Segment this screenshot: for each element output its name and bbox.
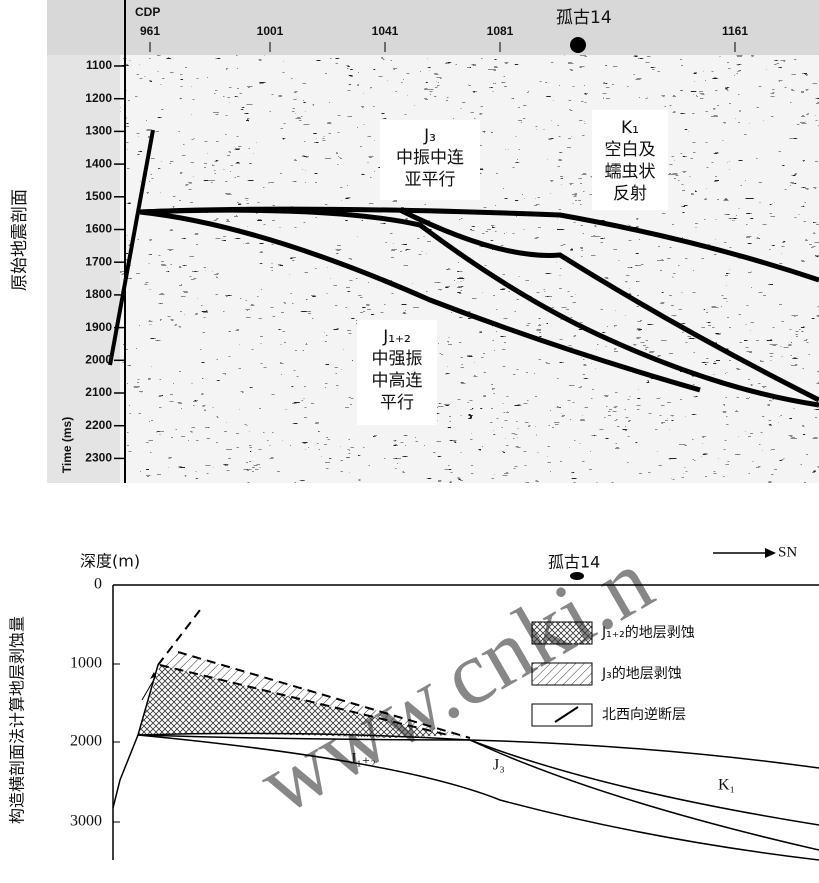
depth-tick-label: 2000 (70, 733, 102, 750)
layer-label: J₃ (493, 757, 505, 774)
legend-swatch (531, 621, 593, 645)
horizons (108, 129, 819, 408)
erosion-j12 (138, 665, 448, 738)
legend-label: 北西向逆断层 (602, 707, 686, 723)
well-marker (570, 572, 584, 580)
legend-label: J₃的地层剥蚀 (601, 666, 682, 682)
header-strip (47, 0, 819, 55)
axis-strip (47, 55, 120, 483)
legend-swatch (531, 662, 593, 686)
depth-tick-label: 0 (94, 576, 102, 593)
cdp-tick-label: 1161 (722, 24, 748, 38)
time-tick-label: 1700 (85, 254, 112, 268)
erosion-j3 (160, 652, 470, 738)
time-label: Time (ms) (60, 417, 74, 473)
annotation-box (592, 110, 668, 210)
annotation-line: J₁₊₂ (382, 327, 411, 347)
layer-label: J₁₊₂ (350, 751, 376, 768)
time-tick-label: 1500 (85, 189, 112, 203)
well-marker (570, 37, 586, 53)
y-title: 构造横剖面法计算地层剥蚀量 (8, 616, 27, 824)
well-label: 孤古14 (548, 553, 600, 572)
time-tick-label: 2300 (85, 451, 112, 465)
depth-tick-label: 3000 (70, 813, 102, 830)
section-lines (112, 609, 819, 861)
annotation-line: 反射 (613, 184, 647, 204)
time-tick-label: 2100 (85, 385, 112, 399)
legend-label: J₁₊₂的地层剥蚀 (601, 625, 695, 641)
cdp-tick-label: 961 (140, 24, 160, 38)
annotation-line: 中强振 (372, 349, 423, 369)
direction-label: SN (778, 544, 797, 560)
time-tick-label: 1800 (85, 287, 112, 301)
annotation-line: 平行 (380, 393, 414, 413)
arrow-head (765, 548, 776, 558)
y-title: 原始地震剖面 (10, 189, 30, 291)
depth-tick-label: 1000 (70, 655, 102, 672)
seismic-texture (120, 55, 819, 483)
time-tick-label: 1200 (85, 91, 112, 105)
annotation-line: K₁ (621, 118, 639, 138)
cdp-tick-label: 1001 (257, 24, 284, 38)
cdp-tick-label: 1081 (487, 24, 514, 38)
time-tick-label: 2200 (85, 418, 112, 432)
fault-arrow (150, 672, 156, 679)
time-tick-label: 1300 (85, 124, 112, 138)
time-tick-label: 1600 (85, 222, 112, 236)
annotation-line: 蠕虫状 (605, 162, 656, 182)
annotation-line: 中高连 (372, 371, 423, 391)
annotation-line: 空白及 (605, 140, 656, 160)
legend-swatch (531, 703, 593, 727)
legend-fault (554, 706, 579, 723)
annotation-box (380, 120, 480, 200)
depth-label: 深度(m) (80, 552, 140, 571)
well-label: 孤古14 (556, 8, 612, 28)
cdp-tick-label: 1041 (372, 24, 399, 38)
time-tick-label: 1400 (85, 156, 112, 170)
watermark: www.cnki.n (243, 531, 668, 834)
annotation-line: J₃ (423, 126, 436, 146)
annotation-box (357, 320, 437, 425)
annotation-line: 亚平行 (405, 170, 456, 190)
layer-label: K₁ (718, 777, 735, 794)
time-tick-label: 1100 (86, 58, 112, 72)
cdp-label: CDP (135, 5, 160, 19)
time-tick-label: 2000 (85, 352, 112, 366)
annotation-line: 中振中连 (396, 148, 464, 168)
time-tick-label: 1900 (85, 320, 112, 334)
